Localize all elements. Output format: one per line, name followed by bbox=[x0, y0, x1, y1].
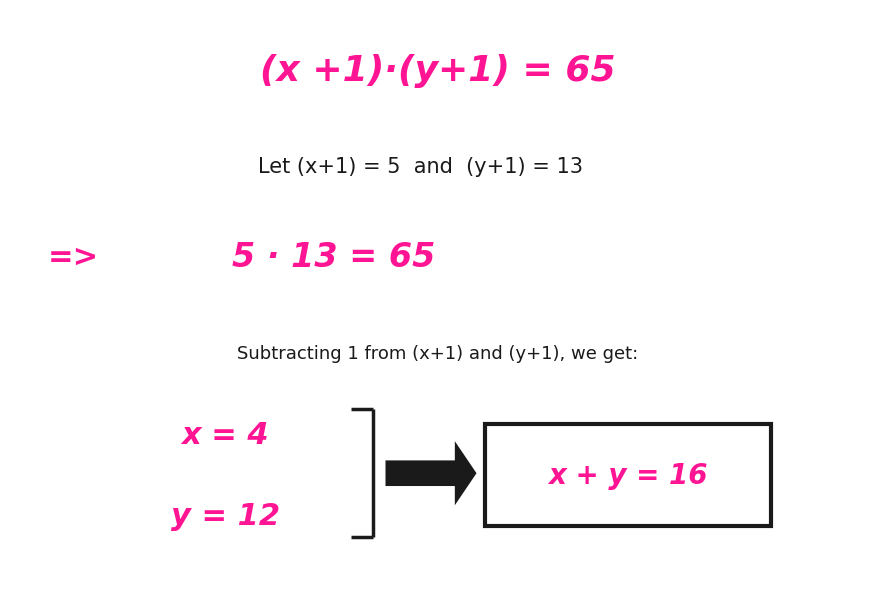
Text: 5 · 13 = 65: 5 · 13 = 65 bbox=[232, 241, 435, 274]
Text: Subtracting 1 from (x+1) and (y+1), we get:: Subtracting 1 from (x+1) and (y+1), we g… bbox=[237, 345, 638, 363]
Text: x + y = 16: x + y = 16 bbox=[549, 462, 708, 490]
Text: x = 4: x = 4 bbox=[181, 421, 269, 450]
Text: =>: => bbox=[48, 243, 99, 272]
FancyBboxPatch shape bbox=[485, 424, 771, 525]
Text: (x +1)·(y+1) = 65: (x +1)·(y+1) = 65 bbox=[260, 54, 615, 88]
Text: Let (x+1) = 5  and  (y+1) = 13: Let (x+1) = 5 and (y+1) = 13 bbox=[257, 157, 583, 177]
Polygon shape bbox=[386, 441, 477, 505]
Text: y = 12: y = 12 bbox=[171, 502, 280, 531]
